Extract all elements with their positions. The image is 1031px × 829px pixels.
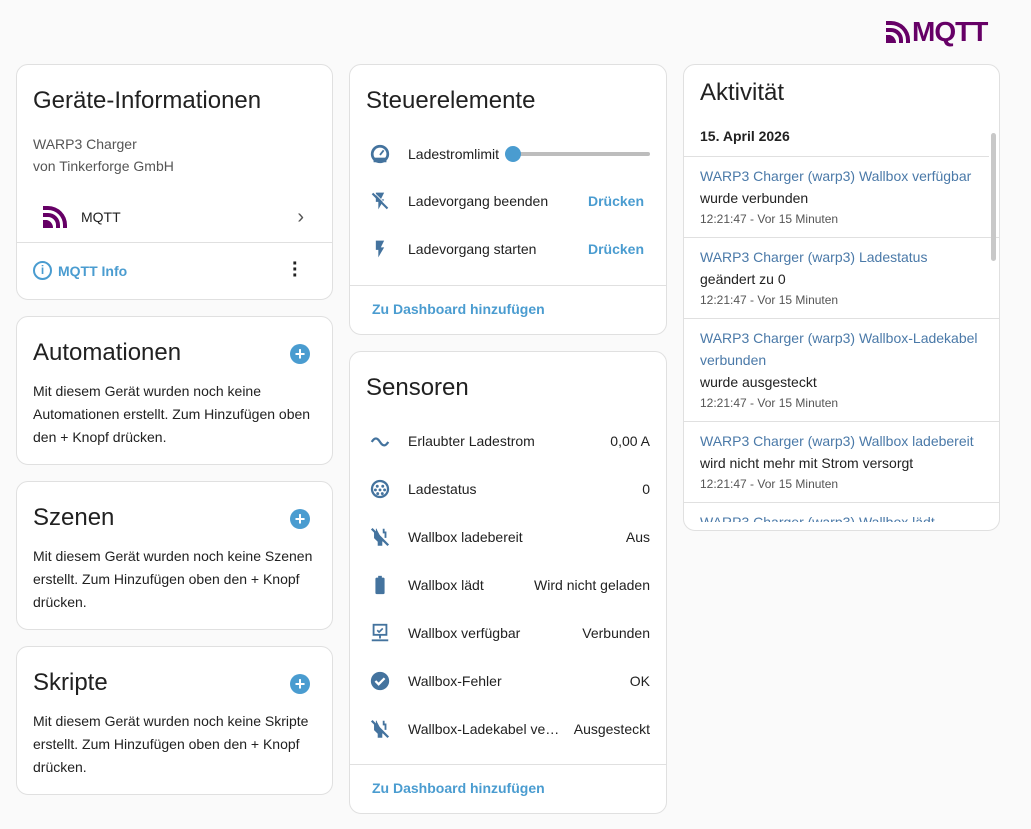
sensor-label: Erlaubter Ladestrom <box>408 433 535 449</box>
card-title: Steuerelemente <box>366 87 536 114</box>
card-description: Mit diesem Gerät wurden noch keine Szene… <box>33 548 313 610</box>
mqtt-logo-icon <box>886 21 910 43</box>
battery-icon <box>352 574 408 596</box>
activity-message: wurde ausgesteckt <box>700 374 817 390</box>
sensor-label: Wallbox-Fehler <box>408 673 502 689</box>
card-description: Mit diesem Gerät wurden noch keine Autom… <box>33 383 311 445</box>
current-ac-icon <box>352 430 408 452</box>
activity-entry: WARP3 Charger (warp3) Ladestatus geändert… <box>684 238 999 319</box>
card-title: Geräte-Informationen <box>33 87 262 114</box>
gauge-icon <box>352 143 408 165</box>
activity-message: wird nicht mehr mit Strom versorgt <box>700 455 914 471</box>
power-plug-off-icon <box>352 526 408 548</box>
sensor-label: Wallbox lädt <box>408 577 484 593</box>
activity-time: 12:21:47 - Vor 15 Minuten <box>700 477 839 491</box>
card-description: Mit diesem Gerät wurden noch keine Skrip… <box>33 713 309 775</box>
add-to-dashboard-link[interactable]: Zu Dashboard hinzufügen <box>372 780 545 796</box>
control-label: Ladevorgang starten <box>408 241 537 257</box>
scripts-card: Skripte + Mit diesem Gerät wurden noch k… <box>16 646 333 795</box>
sensor-value: Wird nicht geladen <box>534 577 650 593</box>
activity-entity-link[interactable]: WARP3 Charger (warp3) Ladestatus <box>700 249 928 265</box>
sensor-row[interactable]: Erlaubter Ladestrom 0,00 A <box>350 421 666 461</box>
card-title: Szenen <box>33 504 115 531</box>
sensor-label: Wallbox-Ladekabel ve… <box>408 721 560 737</box>
press-button[interactable]: Drücken <box>587 193 644 209</box>
sensor-label: Wallbox verfügbar <box>408 625 521 641</box>
add-to-dashboard-link[interactable]: Zu Dashboard hinzufügen <box>372 301 545 317</box>
integration-label: MQTT <box>81 209 121 225</box>
activity-list: WARP3 Charger (warp3) Wallbox verfügbar w… <box>684 157 999 522</box>
sensor-label: Ladestatus <box>408 481 477 497</box>
check-circle-icon <box>352 670 408 692</box>
scrollbar[interactable] <box>991 133 996 261</box>
more-menu-icon[interactable]: · · · <box>292 253 299 287</box>
control-row: Ladevorgang beenden Drücken <box>350 181 666 221</box>
activity-entry: WARP3 Charger (warp3) Wallbox lädt <box>684 503 999 522</box>
device-model: WARP3 Charger <box>33 136 137 152</box>
card-title: Sensoren <box>366 374 469 401</box>
control-label: Ladevorgang beenden <box>408 193 549 209</box>
add-script-button[interactable]: + <box>290 674 310 694</box>
activity-entry: WARP3 Charger (warp3) Wallbox ladebereit… <box>684 422 999 503</box>
mqtt-info-label: MQTT Info <box>58 262 128 279</box>
add-scene-button[interactable]: + <box>290 509 310 529</box>
chevron-right-icon: › <box>297 205 304 228</box>
sensor-value: 0,00 A <box>610 433 650 449</box>
sensor-row[interactable]: Wallbox-Ladekabel ve… Ausgesteckt <box>350 709 666 749</box>
activity-entity-link[interactable]: WARP3 Charger (warp3) Wallbox ladebereit <box>700 433 974 449</box>
sensor-value: 0 <box>642 481 650 497</box>
scenes-card: Szenen + Mit diesem Gerät wurden noch ke… <box>16 481 333 630</box>
mqtt-info-link[interactable]: i MQTT Info <box>33 261 127 280</box>
network-icon <box>352 622 408 644</box>
activity-time: 12:21:47 - Vor 15 Minuten <box>700 293 839 307</box>
card-title: Automationen <box>33 339 182 366</box>
sensor-row[interactable]: Wallbox ladebereit Aus <box>350 517 666 557</box>
activity-message: geändert zu 0 <box>700 271 786 287</box>
automations-card: Automationen + Mit diesem Gerät wurden n… <box>16 316 333 465</box>
flash-icon <box>352 238 408 260</box>
sensor-label: Wallbox ladebereit <box>408 529 523 545</box>
mqtt-icon <box>35 205 75 229</box>
info-icon: i <box>33 261 52 280</box>
logo-text: MQTT <box>912 16 988 47</box>
mqtt-logo: MQTT <box>886 16 988 48</box>
ev-plug-icon <box>352 478 408 500</box>
flash-off-icon <box>352 190 408 212</box>
press-button[interactable]: Drücken <box>587 241 644 257</box>
sensor-value: Ausgesteckt <box>573 721 650 737</box>
power-plug-off-icon <box>352 718 408 740</box>
activity-entry: WARP3 Charger (warp3) Wallbox verfügbar w… <box>684 157 999 238</box>
activity-entity-link[interactable]: WARP3 Charger (warp3) Wallbox lädt <box>700 514 935 522</box>
activity-entity-link[interactable]: WARP3 Charger (warp3) Wallbox-Ladekabel … <box>700 330 978 368</box>
sensor-row[interactable]: Wallbox-Fehler OK <box>350 661 666 701</box>
control-row-slider: Ladestromlimit <box>350 134 666 174</box>
sensor-row[interactable]: Ladestatus 0 <box>350 469 666 509</box>
device-info-card: Geräte-Informationen WARP3 Charger von T… <box>16 64 333 300</box>
sensor-value: Verbunden <box>582 625 650 641</box>
integration-mqtt-row[interactable]: MQTT › <box>17 197 332 237</box>
activity-entity-link[interactable]: WARP3 Charger (warp3) Wallbox verfügbar <box>700 168 972 184</box>
control-row: Ladevorgang starten Drücken <box>350 229 666 269</box>
controls-card: Steuerelemente Ladestromlimit Ladevorgan… <box>349 64 667 335</box>
control-label: Ladestromlimit <box>408 146 500 162</box>
activity-time: 12:21:47 - Vor 15 Minuten <box>700 396 839 410</box>
sensors-card: Sensoren Erlaubter Ladestrom 0,00 A Ladest… <box>349 351 667 814</box>
ladestromlimit-slider[interactable] <box>505 146 650 162</box>
card-title: Aktivität <box>700 79 785 106</box>
activity-message: wurde verbunden <box>700 190 809 206</box>
device-manufacturer: von Tinkerforge GmbH <box>33 158 174 174</box>
activity-date: 15. April 2026 <box>700 128 790 144</box>
slider-thumb[interactable] <box>505 146 522 162</box>
sensor-row[interactable]: Wallbox verfügbar Verbunden <box>350 613 666 653</box>
add-automation-button[interactable]: + <box>290 344 310 364</box>
activity-card: Aktivität 15. April 2026 WARP3 Charger (… <box>683 64 1000 531</box>
card-title: Skripte <box>33 669 108 696</box>
sensor-value: Aus <box>625 529 650 545</box>
sensor-value: OK <box>629 673 650 689</box>
activity-entry: WARP3 Charger (warp3) Wallbox-Ladekabel … <box>684 319 999 422</box>
sensor-row[interactable]: Wallbox lädt Wird nicht geladen <box>350 565 666 605</box>
activity-time: 12:21:47 - Vor 15 Minuten <box>700 212 839 226</box>
